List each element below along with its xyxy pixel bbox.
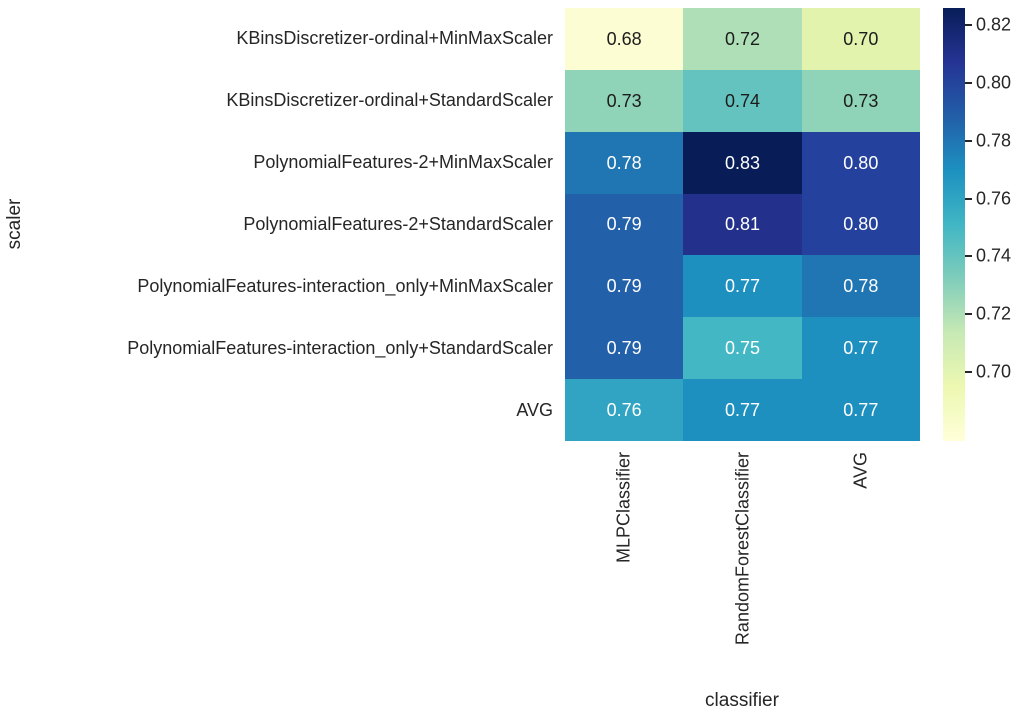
heatmap-cell: 0.78	[801, 255, 920, 318]
colorbar-tick-label: 0.76	[976, 188, 1012, 209]
colorbar-tick-label: 0.72	[976, 303, 1012, 324]
y-tick-label: KBinsDiscretizer-ordinal+StandardScaler	[226, 90, 553, 111]
y-tick-label: KBinsDiscretizer-ordinal+MinMaxScaler	[236, 28, 553, 49]
heatmap-cell: 0.77	[801, 317, 920, 380]
heatmap-cell: 0.77	[683, 379, 802, 441]
heatmap-cell: 0.83	[683, 131, 802, 194]
colorbar-tick-mark	[965, 312, 972, 315]
heatmap-cell: 0.73	[565, 69, 684, 132]
colorbar-tick-mark	[965, 370, 972, 373]
heatmap-cell: 0.72	[683, 8, 802, 70]
heatmap-cell: 0.75	[683, 317, 802, 380]
x-tick-label: RandomForestClassifier	[732, 452, 753, 646]
y-tick-label: AVG	[516, 399, 553, 420]
colorbar-tick-label: 0.78	[976, 130, 1012, 151]
x-axis-label: classifier	[705, 690, 779, 711]
colorbar	[943, 8, 965, 441]
heatmap-grid: 0.68 0.72 0.70 0.73 0.74 0.73 0.78 0.83 0.80 0.79…	[565, 8, 920, 441]
heatmap-cell: 0.79	[565, 255, 684, 318]
heatmap-cell: 0.73	[801, 69, 920, 132]
y-tick-label: PolynomialFeatures-2+MinMaxScaler	[253, 152, 553, 173]
colorbar-tick-mark	[965, 24, 972, 27]
x-tick-label: AVG	[850, 452, 871, 489]
heatmap-cell: 0.80	[801, 131, 920, 194]
heatmap-cell: 0.81	[683, 193, 802, 256]
heatmap-cell: 0.76	[565, 379, 684, 441]
heatmap-cell: 0.79	[565, 317, 684, 380]
colorbar-tick-label: 0.82	[976, 14, 1012, 35]
heatmap-cell: 0.77	[801, 379, 920, 441]
colorbar-tick-label: 0.74	[976, 245, 1012, 266]
y-tick-labels: KBinsDiscretizer-ordinal+MinMaxScaler KBi…	[0, 8, 553, 441]
colorbar-tick-mark	[965, 255, 972, 258]
y-tick-label: PolynomialFeatures-interaction_only+MinM…	[137, 275, 553, 296]
heatmap-cell: 0.78	[565, 131, 684, 194]
heatmap-cell: 0.77	[683, 255, 802, 318]
colorbar-tick-label: 0.70	[976, 361, 1012, 382]
colorbar-tick-label: 0.80	[976, 72, 1012, 93]
x-tick-label: MLPClassifier	[613, 452, 634, 564]
heatmap-cell: 0.74	[683, 69, 802, 132]
y-tick-label: PolynomialFeatures-interaction_only+Stan…	[127, 337, 553, 358]
heatmap-cell: 0.68	[565, 8, 684, 70]
colorbar-tick-mark	[965, 82, 972, 85]
y-tick-label: PolynomialFeatures-2+StandardScaler	[243, 214, 553, 234]
colorbar-tick-mark	[965, 139, 972, 142]
heatmap-cell: 0.79	[565, 193, 684, 256]
colorbar-tick-mark	[965, 197, 972, 200]
heatmap-cell: 0.70	[801, 8, 920, 70]
heatmap-cell: 0.80	[801, 193, 920, 256]
